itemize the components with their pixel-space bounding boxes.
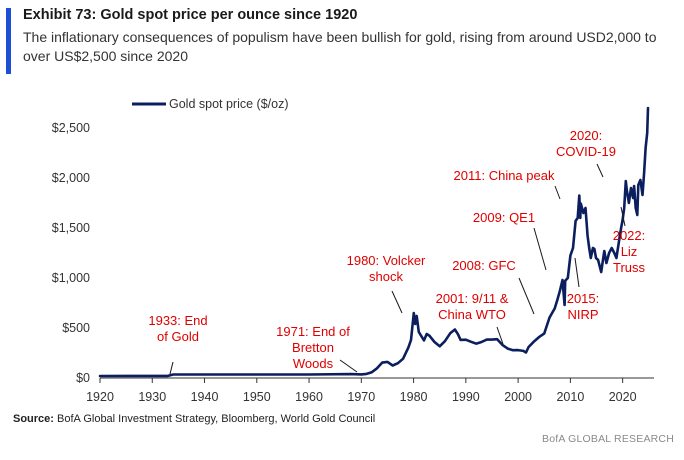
annotation-leader-line (169, 361, 174, 375)
annotation-line: 2015: (567, 291, 600, 306)
annotation-label: 1933: End of Gold (148, 313, 207, 344)
annotation-line: 2008: GFC (452, 258, 516, 273)
y-tick-label: $0 (76, 371, 90, 385)
annotation-line: COVID-19 (556, 144, 616, 159)
annotation-line: 2011: China peak (454, 168, 555, 183)
y-tick-label: $2,500 (52, 121, 90, 135)
annotation-label: 2022: Liz Truss (613, 228, 646, 275)
x-tick-label: 1970 (347, 390, 375, 404)
annotation-line: Woods (293, 356, 334, 371)
x-tick-label: 1920 (86, 390, 114, 404)
annotation-leader-line (533, 227, 547, 271)
annotation-label: 2011: China peak (454, 168, 555, 183)
y-tick-label: $2,000 (52, 171, 90, 185)
x-tick-label: 2000 (504, 390, 532, 404)
y-tick-label: $500 (62, 321, 90, 335)
x-tick-label: 2010 (556, 390, 584, 404)
x-tick-label: 1990 (452, 390, 480, 404)
annotation-leader-line (554, 185, 561, 200)
annotation-line: China WTO (438, 307, 506, 322)
x-tick-label: 1940 (191, 390, 219, 404)
chart-subtitle: The inflationary consequences of populis… (23, 29, 657, 64)
annotation-line: 2001: 9/11 & (436, 291, 509, 306)
annotation-line: 2020: (570, 128, 603, 143)
x-tick-label: 1930 (138, 390, 166, 404)
legend-label: Gold spot price ($/oz) (169, 97, 289, 111)
annotation-line: of Gold (157, 329, 199, 344)
annotation-line: Liz (621, 244, 638, 259)
annotation-leader-line (596, 163, 604, 178)
annotation-line: Truss (613, 260, 646, 275)
annotation-line: 2009: QE1 (473, 210, 535, 225)
annotation-leader-line (339, 359, 358, 373)
annotation-line: 1980: Volcker (347, 253, 426, 268)
annotation-label: 2020: COVID-19 (556, 128, 616, 159)
annotation-line: NIRP (567, 307, 598, 322)
y-tick-label: $1,500 (52, 221, 90, 235)
source-label: Source: (13, 413, 54, 425)
source-note: Source: BofA Global Investment Strategy,… (13, 413, 375, 425)
annotation-label: 1971: End of Bretton Woods (276, 324, 350, 371)
x-tick-label: 1980 (400, 390, 428, 404)
annotation-leader-line (496, 326, 504, 345)
annotation-line: 1971: End of (276, 324, 350, 339)
y-tick-label: $1,000 (52, 271, 90, 285)
annotation-line: 1933: End (148, 313, 207, 328)
title-accent-bar (6, 8, 11, 74)
x-tick-label: 1950 (243, 390, 271, 404)
annotation-label: 1980: Volcker shock (347, 253, 426, 284)
source-text: BofA Global Investment Strategy, Bloombe… (53, 413, 376, 425)
annotation-line: shock (369, 269, 403, 284)
footer-brand: BofA GLOBAL RESEARCH (542, 433, 674, 445)
annotation-line: Bretton (292, 340, 334, 355)
x-tick-label: 2020 (609, 390, 637, 404)
annotation-leader-line (574, 257, 580, 288)
gold-price-line (98, 106, 650, 378)
annotation-label: 2015: NIRP (567, 291, 600, 322)
annotation-line: 2022: (613, 228, 646, 243)
annotation-leader-line (620, 206, 626, 227)
chart-title: Exhibit 73: Gold spot price per ounce si… (23, 7, 358, 23)
annotation-label: 2001: 9/11 & China WTO (436, 291, 509, 322)
annotation-leader-line (391, 290, 403, 314)
annotation-label: 2009: QE1 (473, 210, 535, 225)
annotation-leader-line (518, 277, 535, 315)
x-tick-label: 1960 (295, 390, 323, 404)
annotation-label: 2008: GFC (452, 258, 516, 273)
